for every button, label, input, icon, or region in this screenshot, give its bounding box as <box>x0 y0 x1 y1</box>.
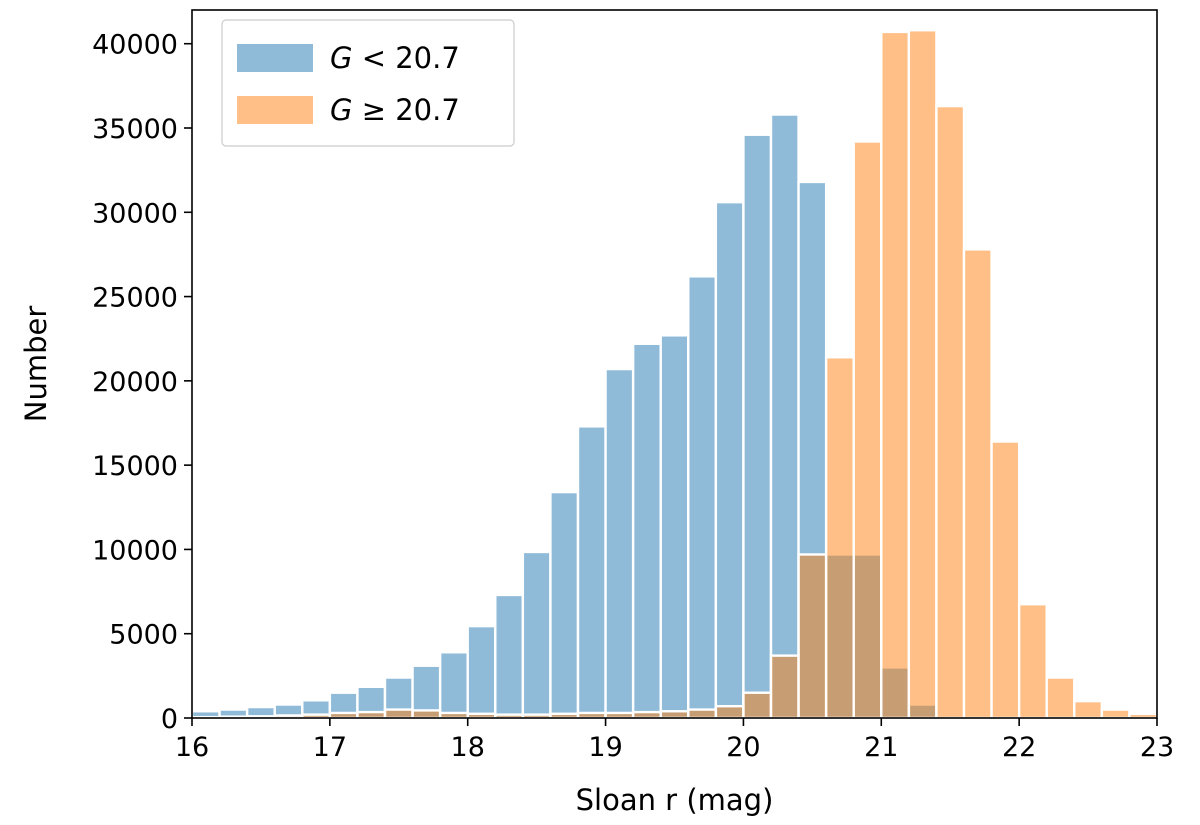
x-tick-label-5: 21 <box>864 732 898 763</box>
bar-g-lt-20 <box>742 133 773 720</box>
y-tick-label-1: 5000 <box>109 620 178 651</box>
bars-layer <box>190 29 1159 720</box>
bar-g-lt-19 <box>714 200 745 720</box>
legend-label-g-lt: G < 20.7 <box>330 41 460 75</box>
x-axis-title: Sloan r (mag) <box>576 783 774 817</box>
bar-g-ge-25 <box>880 30 911 720</box>
y-tick-label-0: 0 <box>161 704 178 735</box>
x-tick-label-2: 18 <box>451 732 485 763</box>
legend-box <box>221 19 515 147</box>
legend-label-g-ge-rest: ≥ 20.7 <box>352 93 459 127</box>
bar-g-ge-21 <box>769 654 800 720</box>
bar-g-lt-10 <box>466 624 497 720</box>
bar-g-ge-33 <box>1100 708 1131 720</box>
bar-g-lt-16 <box>631 342 662 720</box>
x-tick-label-4: 20 <box>726 732 760 763</box>
bar-g-lt-14 <box>576 425 607 720</box>
bar-g-ge-29 <box>990 440 1021 720</box>
legend-label-g-ge: G ≥ 20.7 <box>330 93 460 127</box>
bar-g-ge-16 <box>631 710 662 720</box>
plot-frame <box>191 9 1158 719</box>
bar-g-lt-17 <box>659 334 690 720</box>
bar-g-ge-23 <box>824 356 855 720</box>
bar-g-ge-27 <box>935 104 966 720</box>
bar-g-ge-7 <box>383 708 414 720</box>
bar-g-lt-9 <box>438 651 469 720</box>
bar-g-ge-19 <box>714 705 745 720</box>
bar-g-lt-11 <box>494 593 525 720</box>
x-tick-label-6: 22 <box>1002 732 1036 763</box>
bar-g-ge-22 <box>797 553 828 720</box>
bar-g-lt-21 <box>769 113 800 720</box>
legend-label-g-lt-rest: < 20.7 <box>352 41 459 75</box>
ticks-layer: 16 17 18 19 20 21 22 23 0 5000 10000 15000 20000 2500… <box>92 30 1174 763</box>
y-tick-label-7: 35000 <box>92 114 178 145</box>
bar-g-lt-12 <box>521 550 552 720</box>
bar-g-ge-30 <box>1017 603 1048 720</box>
legend-swatch-g-lt <box>237 44 313 72</box>
legend-label-g-ge-symbol: G <box>330 93 352 127</box>
y-tick-label-4: 20000 <box>92 367 178 398</box>
bar-g-ge-31 <box>1045 676 1076 720</box>
bar-g-ge-18 <box>687 708 718 720</box>
x-tick-label-7: 23 <box>1140 732 1174 763</box>
bar-g-ge-6 <box>356 710 387 720</box>
y-tick-label-2: 10000 <box>92 535 178 566</box>
legend-label-g-lt-symbol: G <box>330 41 352 75</box>
bar-g-ge-8 <box>411 709 442 720</box>
bar-g-lt-18 <box>687 275 718 720</box>
y-tick-label-6: 30000 <box>92 198 178 229</box>
y-axis-title: Number <box>19 306 53 423</box>
y-tick-label-8: 40000 <box>92 30 178 61</box>
bar-g-ge-17 <box>659 710 690 720</box>
bar-g-ge-32 <box>1073 699 1104 720</box>
bar-g-lt-13 <box>549 490 580 720</box>
x-tick-label-3: 19 <box>588 732 622 763</box>
bar-g-ge-24 <box>852 140 883 720</box>
y-tick-label-5: 25000 <box>92 283 178 314</box>
y-tick-label-3: 15000 <box>92 451 178 482</box>
bar-g-ge-28 <box>962 248 993 720</box>
bar-g-ge-26 <box>907 29 938 720</box>
x-tick-label-1: 17 <box>313 732 347 763</box>
legend: G < 20.7 G ≥ 20.7 <box>221 19 515 147</box>
legend-swatch-g-ge <box>237 96 313 124</box>
bar-g-lt-15 <box>604 367 635 720</box>
x-tick-label-0: 16 <box>175 732 209 763</box>
bar-g-ge-20 <box>742 691 773 720</box>
